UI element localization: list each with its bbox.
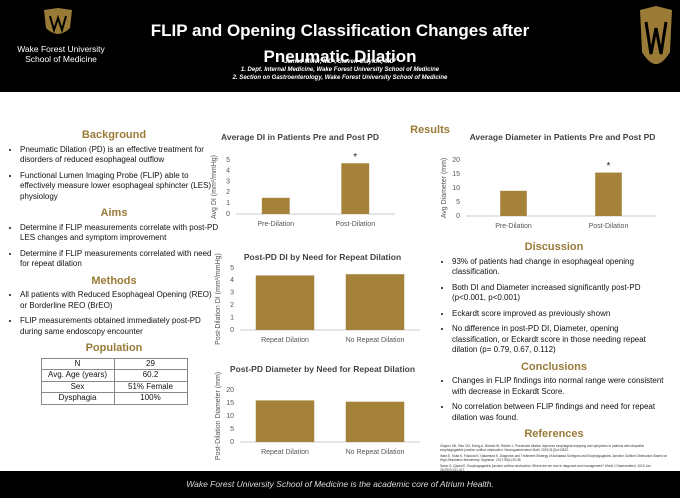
table-cell: 100% <box>113 392 188 405</box>
bullet-list: Changes in FLIP findings into normal ran… <box>440 376 668 423</box>
bullet: FLIP measurements obtained immediately p… <box>20 316 220 337</box>
affiliation: 1. Dept. Internal Medicine, Wake Forest … <box>240 67 440 73</box>
y-tick-label: 4 <box>226 168 230 175</box>
y-tick-label: 15 <box>226 400 234 407</box>
section-heading: Conclusions <box>520 360 587 373</box>
bar <box>595 172 622 216</box>
y-tick-label: 1 <box>226 200 230 207</box>
bar <box>345 274 405 330</box>
logo-text: Wake Forest University School of Medicine <box>16 44 106 64</box>
y-tick-label: 1 <box>230 314 234 321</box>
section-heading: Population <box>85 342 143 354</box>
x-tick-label: No Repeat Dilation <box>346 337 405 344</box>
annotation: * <box>353 152 357 163</box>
y-tick-label: 3 <box>230 290 234 297</box>
section-heading: Results <box>410 124 450 136</box>
y-tick-label: 20 <box>452 157 460 164</box>
bullet: Changes in FLIP findings into normal ran… <box>452 376 668 397</box>
section-heading: References <box>524 428 584 440</box>
logo-icon <box>44 8 72 34</box>
y-tick-label: 5 <box>230 426 234 433</box>
logo-mark <box>640 6 672 64</box>
y-tick-label: 10 <box>226 413 234 420</box>
annotation: * <box>607 161 611 172</box>
bar <box>255 275 315 330</box>
bar <box>341 163 370 214</box>
reference: Ihara E, Muta K, Fukaura K, Nakamura K. … <box>440 453 668 462</box>
x-tick-label: Pre-Dilation <box>495 223 532 230</box>
bar <box>255 400 315 442</box>
y-axis-label: Avg DI (mm²/mmHg) <box>211 155 218 219</box>
y-tick-label: 0 <box>230 439 234 446</box>
section-heading: Methods <box>91 274 137 287</box>
bullet: Functional Lumen Imaging Probe (FLIP) ab… <box>20 171 220 203</box>
y-tick-label: 2 <box>226 189 230 196</box>
x-tick-label: Post-Dilation <box>589 223 629 230</box>
bullet: Determine if FLIP measurements correlate… <box>20 223 220 244</box>
chart-title: Average DI in Patients Pre and Post PD <box>221 132 379 142</box>
bullet-list: Pneumatic Dilation (PD) is an effective … <box>8 145 220 203</box>
x-tick-label: Post-Dilation <box>335 221 375 228</box>
x-tick-label: Repeat Dilation <box>261 337 309 344</box>
bullet-list: 93% of patients had change in esophageal… <box>440 257 668 356</box>
right-column: Discussion 93% of patients had change in … <box>440 236 668 474</box>
logo-line: School of Medicine <box>25 54 97 64</box>
y-tick-label: 15 <box>452 171 460 178</box>
authors: James Miller, MD¹, Steven Clayton, MD² <box>284 59 396 65</box>
bar <box>500 190 527 216</box>
header-band <box>0 0 680 92</box>
table-row: Dysphagia 100% <box>40 392 188 405</box>
bullet: All patients with Reduced Esophageal Ope… <box>20 290 220 311</box>
results-block: Results <box>380 119 480 140</box>
y-tick-label: 5 <box>230 265 234 272</box>
left-column: Background Pneumatic Dilation (PD) is an … <box>8 124 220 405</box>
logo-line: Wake Forest University <box>17 44 105 54</box>
y-tick-label: 0 <box>226 211 230 218</box>
authors-block: James Miller, MD¹, Steven Clayton, MD² 1.… <box>150 58 530 82</box>
reference: Samo S, Qayed E. Esophagogastric junctio… <box>440 463 651 472</box>
y-tick-label: 5 <box>226 157 230 164</box>
x-tick-label: Pre-Dilation <box>257 221 294 228</box>
chart-title: Post-PD DI by Need for Repeat Dilation <box>243 252 402 262</box>
bullet-list: All patients with Reduced Esophageal Ope… <box>8 290 220 337</box>
bullet: Eckardt score improved as previously sho… <box>452 309 668 320</box>
section-heading: Discussion <box>524 241 584 253</box>
bullet-list: Determine if FLIP measurements correlate… <box>8 223 220 270</box>
y-tick-label: 10 <box>452 185 460 192</box>
y-tick-label: 3 <box>226 178 230 185</box>
y-axis-label: Avg Diameter (mm) <box>441 158 448 219</box>
y-tick-label: 4 <box>230 277 234 284</box>
affiliation: 2. Section on Gastroenterology, Wake For… <box>232 75 448 81</box>
chart-title: Post-PD Diameter by Need for Repeat Dila… <box>229 364 416 374</box>
reference: Clayton SB, Shin CM, Ewing A, Blonski W,… <box>440 443 645 452</box>
x-tick-label: No Repeat Dilation <box>346 449 405 456</box>
bullet: 93% of patients had change in esophageal… <box>452 257 668 278</box>
section-heading: Aims <box>100 207 128 219</box>
y-tick-label: 2 <box>230 302 234 309</box>
bullet: No difference in post-PD DI, Diameter, o… <box>452 324 668 356</box>
y-tick-label: 5 <box>456 199 460 206</box>
bullet: Pneumatic Dilation (PD) is an effective … <box>20 145 220 166</box>
bullet: Both DI and Diameter increased significa… <box>452 283 668 304</box>
population-table: N 29 Avg. Age (years) 60.2 Sex 51% Female Dysp… <box>40 357 188 405</box>
y-axis-label: Post-Dilation DI (mm²/mmHg) <box>215 253 222 345</box>
poster-title: FLIP and Opening Classification Changes … <box>150 21 530 66</box>
section-heading: Background <box>81 129 147 141</box>
bullet: Determine if FLIP measurements correlate… <box>20 249 220 270</box>
x-tick-label: Repeat Dilation <box>261 449 309 456</box>
y-tick-label: 20 <box>226 387 234 394</box>
chart-title: Average Diameter in Patients Pre and Pos… <box>469 132 656 142</box>
bullet: No correlation between FLIP findings and… <box>452 402 668 423</box>
y-tick-label: 0 <box>230 327 234 334</box>
footer: Wake Forest University School of Medicin… <box>0 471 680 498</box>
y-axis-label: Post-Dilation Diameter (mm) <box>215 372 222 460</box>
y-tick-label: 0 <box>456 213 460 220</box>
bar <box>261 197 290 214</box>
bar <box>345 401 405 442</box>
